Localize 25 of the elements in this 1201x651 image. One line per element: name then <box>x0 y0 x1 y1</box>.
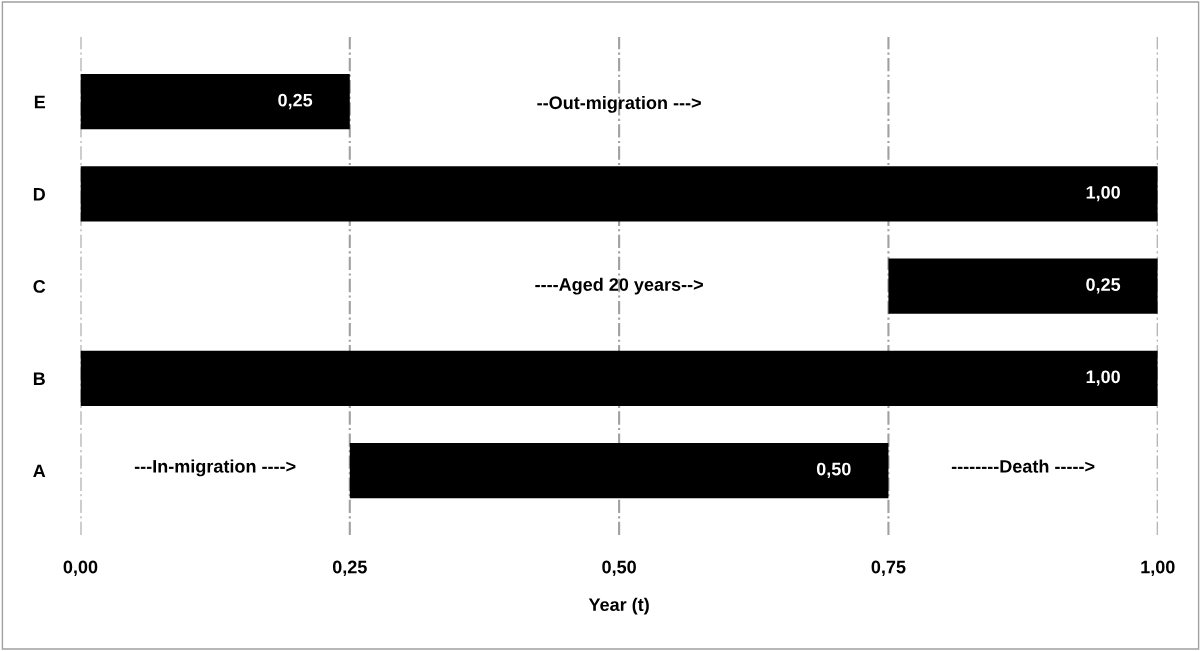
annotation: ---In-migration ----> <box>134 459 296 477</box>
y-tick-label: C <box>33 280 46 293</box>
annotation: ----Aged 20 years--> <box>535 277 703 295</box>
data-label: 1,00 <box>1086 370 1120 386</box>
x-tick-label: 0,25 <box>332 560 367 576</box>
bar <box>80 74 350 130</box>
bar <box>80 166 1158 222</box>
data-label: 0,25 <box>278 93 313 110</box>
y-tick-label: D <box>33 188 45 201</box>
y-tick-label: A <box>33 464 46 478</box>
y-tick-label: B <box>33 372 45 385</box>
bar <box>80 350 1158 407</box>
annotation: --Out-migration ---> <box>537 95 701 113</box>
x-tick-label: 0,00 <box>63 560 98 576</box>
bar <box>349 442 889 499</box>
x-tick-label: 1,00 <box>1141 560 1175 576</box>
y-tick-label: E <box>34 95 46 109</box>
annotation: --------Death -----> <box>951 459 1095 473</box>
data-label: 1,00 <box>1086 185 1120 202</box>
data-label: 0,50 <box>816 462 851 479</box>
bar <box>888 258 1158 314</box>
x-tick-label: 0,75 <box>871 560 906 576</box>
x-tick-label: 0,50 <box>602 560 636 576</box>
data-label: 0,25 <box>1086 278 1121 294</box>
x-axis-title: Year (t) <box>588 597 649 615</box>
